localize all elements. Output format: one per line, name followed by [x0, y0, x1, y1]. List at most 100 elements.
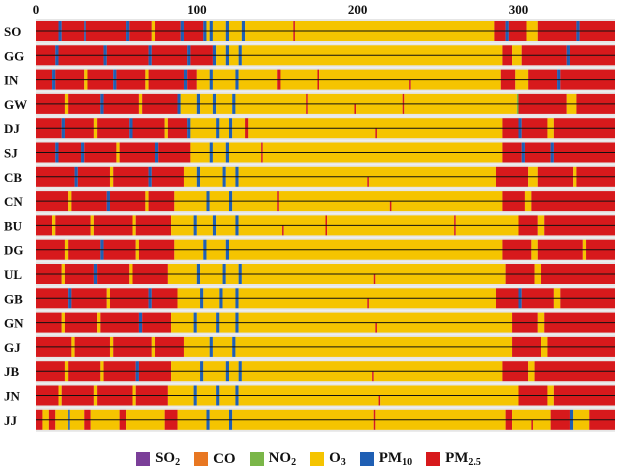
heatmap-cell-o3: [229, 31, 242, 41]
heatmap-cell-o3: [116, 142, 120, 153]
heatmap-cell-o3: [229, 21, 242, 31]
heatmap-cell-pm2-5: [576, 176, 615, 187]
row-label-ul: UL: [4, 267, 22, 282]
heatmap-cell-pm2-5: [505, 419, 513, 430]
heatmap-cell-o3: [167, 385, 194, 396]
heatmap-cell-pm10: [241, 31, 246, 41]
heatmap-cell-pm2-5: [71, 201, 107, 212]
heatmap-cell-pm2-5: [48, 409, 56, 420]
heatmap-cell-pm2-5: [502, 55, 513, 66]
heatmap-cell-pm2-5: [113, 166, 149, 177]
heatmap-cell-pm2-5: [495, 176, 529, 187]
legend-label-base: PM: [445, 450, 469, 466]
heatmap-cell-pm2-5: [537, 21, 577, 31]
heatmap-cell-o3: [138, 93, 143, 104]
heatmap-cell-pm10: [138, 322, 143, 333]
heatmap-cell-pm10: [135, 371, 139, 382]
heatmap-cell-o3: [219, 118, 229, 129]
heatmap-cell-pm10: [235, 288, 239, 299]
heatmap-cell-pm2-5: [293, 21, 295, 31]
heatmap-cell-o3: [97, 312, 101, 323]
heatmap-cell-o3: [132, 385, 136, 396]
heatmap-cell-pm2-5: [36, 79, 53, 90]
heatmap-cell-o3: [52, 225, 56, 236]
heatmap-cell-pm10: [505, 31, 509, 41]
heatmap-cell-pm2-5: [537, 249, 583, 260]
heatmap-cell-pm2-5: [71, 191, 107, 202]
heatmap-cell-pm2-5: [151, 166, 184, 177]
heatmap-cell-o3: [90, 215, 94, 226]
heatmap-cell-o3: [69, 409, 85, 420]
heatmap-cell-o3: [174, 249, 204, 260]
heatmap-cell-o3: [109, 166, 114, 177]
heatmap-cell-pm2-5: [142, 93, 178, 104]
heatmap-cell-pm10: [183, 69, 188, 80]
heatmap-cell-pm2-5: [36, 142, 56, 153]
heatmap-cell-pm10: [193, 395, 197, 406]
heatmap-cell-pm2-5: [500, 69, 516, 80]
heatmap-cell-pm2-5: [589, 419, 615, 430]
heatmap-cell-pm10: [61, 128, 65, 139]
heatmap-cell-pm2-5: [576, 166, 615, 177]
heatmap-cell-pm10: [212, 93, 217, 104]
heatmap-cell-pm2-5: [589, 409, 615, 420]
heatmap-cell-pm2-5: [36, 118, 62, 129]
heatmap-cell-o3: [238, 166, 496, 177]
heatmap-cell-o3: [200, 176, 223, 187]
heatmap-cell-pm10: [229, 118, 233, 129]
heatmap-cell-o3: [582, 239, 587, 250]
legend-label-base: NO: [268, 450, 292, 466]
heatmap-cell-o3: [212, 21, 226, 31]
heatmap-cell-pm10: [113, 69, 117, 80]
heatmap-cell-o3: [200, 93, 213, 104]
heatmap-cell-o3: [132, 215, 136, 226]
heatmap-cell-o3: [537, 225, 545, 236]
heatmap-cell-pm2-5: [36, 191, 69, 202]
heatmap-cell-o3: [71, 336, 75, 347]
heatmap-cell-pm10: [576, 31, 580, 41]
heatmap-cell-pm2-5: [36, 419, 43, 430]
heatmap-cell-pm2-5: [502, 142, 522, 153]
heatmap-cell-pm2-5: [71, 288, 107, 299]
x-tick-label: 0: [33, 2, 40, 17]
heatmap-cell-pm2-5: [261, 152, 263, 163]
heatmap-cell-pm2-5: [512, 322, 538, 333]
row-label-so: SO: [4, 24, 21, 39]
heatmap-cell-o3: [248, 118, 503, 129]
row-label-gw: GW: [4, 97, 27, 112]
heatmap-cell-pm10: [68, 298, 72, 309]
heatmap-cell-pm2-5: [505, 409, 513, 420]
heatmap-cell-pm2-5: [282, 225, 284, 236]
heatmap-cell-pm10: [216, 385, 220, 396]
heatmap-cell-pm10: [222, 274, 226, 284]
heatmap-cell-pm2-5: [560, 288, 615, 299]
heatmap-cell-o3: [278, 191, 503, 202]
heatmap-cell-pm2-5: [521, 298, 554, 309]
heatmap-cell-pm2-5: [36, 385, 59, 396]
heatmap-cell-pm2-5: [544, 312, 615, 323]
heatmap-cell-pm2-5: [502, 371, 529, 382]
heatmap-cell-pm10: [55, 55, 59, 66]
heatmap-cell-o3: [64, 239, 69, 250]
heatmap-cell-pm2-5: [245, 118, 249, 129]
row-label-gn: GN: [4, 316, 24, 331]
heatmap-cell-pm10: [193, 225, 197, 236]
heatmap-cell-pm2-5: [164, 419, 178, 430]
heatmap-cell-pm10: [196, 176, 201, 187]
heatmap-cell-pm10: [187, 45, 191, 56]
heatmap-cell-pm10: [222, 166, 226, 177]
heatmap-cell-o3: [145, 191, 149, 202]
heatmap-cell-o3: [541, 346, 548, 357]
x-tick-label: 300: [509, 2, 529, 17]
heatmap-cell-o3: [200, 103, 213, 114]
heatmap-cell-pm2-5: [135, 385, 168, 396]
heatmap-cell-pm10: [209, 31, 213, 41]
heatmap-cell-pm2-5: [544, 215, 615, 226]
heatmap-cell-pm2-5: [129, 31, 152, 41]
heatmap-cell-pm2-5: [142, 103, 178, 114]
heatmap-cell-pm10: [100, 103, 104, 114]
heatmap-cell-o3: [380, 395, 519, 406]
heatmap-cell-pm2-5: [512, 346, 542, 357]
heatmap-cell-o3: [126, 419, 165, 430]
heatmap-cell-pm2-5: [36, 274, 62, 284]
